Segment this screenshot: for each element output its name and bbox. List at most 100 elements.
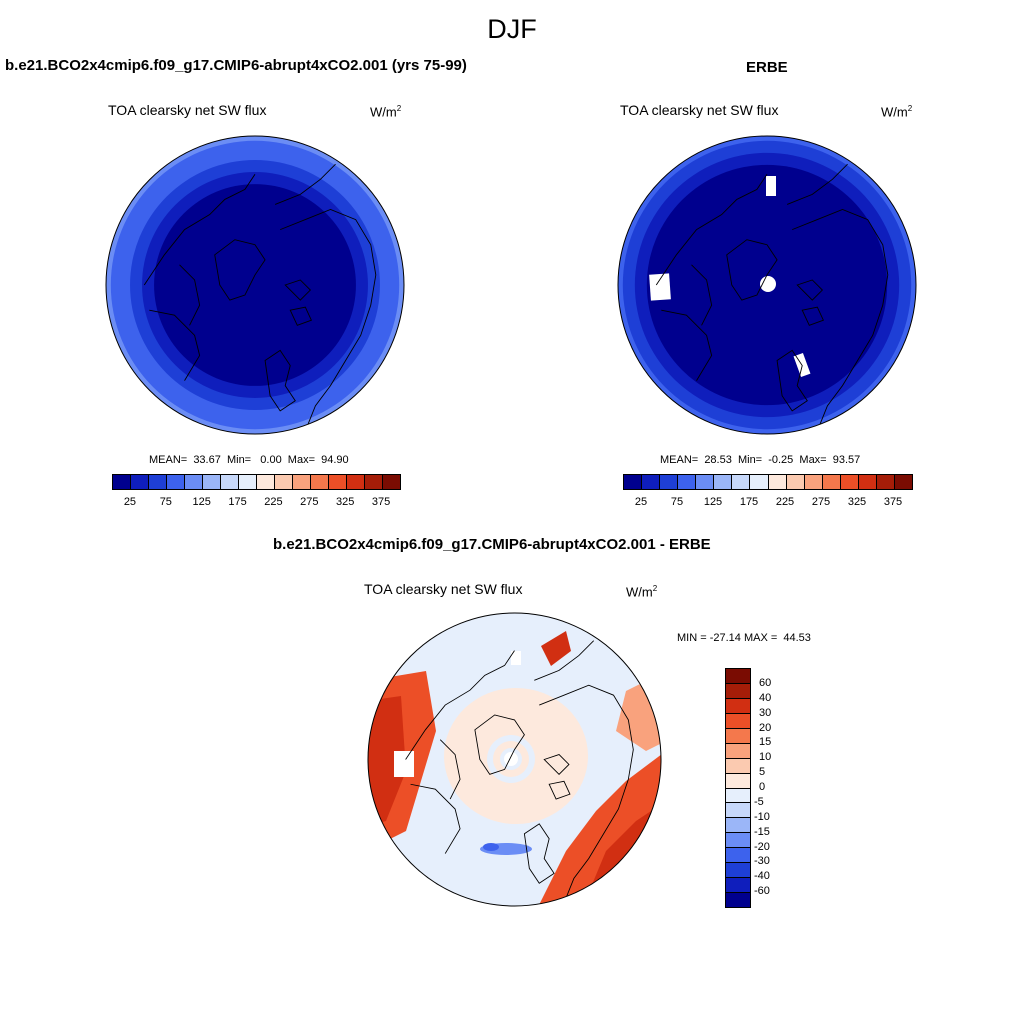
- map-border: [105, 135, 405, 435]
- colorbar-box: [714, 475, 733, 489]
- diff-units-label: W/m2: [626, 584, 658, 600]
- diff-field: [368, 696, 406, 826]
- colorbar-tick-label: 225: [775, 496, 795, 508]
- colorbar-tick-label: 275: [300, 496, 319, 508]
- diff-colorbar-ticks: 60 40 30 20 15 10 5 0 -5 -10 -15 -20 -30 -40 -60: [754, 668, 799, 906]
- colorbar-box: [293, 475, 311, 489]
- colorbar-tick-label: 325: [847, 496, 867, 508]
- colorbar-tick-label: 40: [759, 691, 772, 704]
- missing-data-patch: [504, 752, 518, 766]
- colorbar-box: [858, 475, 877, 489]
- colorbar-box: [383, 475, 400, 489]
- colorbar-box: [894, 475, 912, 489]
- colorbar-box: [804, 475, 823, 489]
- field-ring: [154, 184, 356, 386]
- colorbar-box: [726, 893, 750, 907]
- coastline-path: [474, 714, 525, 775]
- colorbar-box: [726, 728, 750, 744]
- right-stats: MEAN= 28.53 Min= -0.25 Max= 93.57: [660, 454, 861, 466]
- colorbar-box: [185, 475, 203, 489]
- colorbar-tick-label: 75: [159, 496, 172, 508]
- colorbar-box: [726, 773, 750, 789]
- colorbar-box: [167, 475, 185, 489]
- colorbar-box: [113, 475, 131, 489]
- colorbar-box: [726, 848, 750, 864]
- coastline-path: [143, 174, 256, 381]
- colorbar-box: [726, 743, 750, 759]
- colorbar-box: [726, 698, 750, 714]
- colorbar-box: [275, 475, 293, 489]
- colorbar-box: [624, 475, 643, 489]
- left-panel-title: b.e21.BCO2x4cmip6.f09_g17.CMIP6-abrupt4x…: [5, 57, 467, 74]
- coastlines: [143, 163, 377, 432]
- coastline-path: [786, 163, 889, 432]
- left-stats: MEAN= 33.67 Min= 0.00 Max= 94.90: [149, 454, 349, 466]
- colorbar-box: [726, 833, 750, 849]
- colorbar-tick-label: 25: [123, 496, 137, 508]
- diff-colorbar: [725, 668, 751, 908]
- colorbar-box: [750, 475, 769, 489]
- colorbar-box: [726, 803, 750, 819]
- colorbar-tick-label: 175: [739, 496, 759, 508]
- colorbar-box: [365, 475, 383, 489]
- colorbar-tick-label: -5: [754, 795, 764, 808]
- left-polar-map: [105, 135, 405, 435]
- colorbar-box: [726, 788, 750, 804]
- map-border: [617, 135, 917, 435]
- coastline-path: [655, 174, 768, 381]
- colorbar-box: [696, 475, 715, 489]
- right-panel-title: ERBE: [746, 59, 788, 76]
- coastline-path: [214, 239, 266, 301]
- colorbar-box: [822, 475, 841, 489]
- colorbar-box: [726, 818, 750, 834]
- colorbar-box: [329, 475, 347, 489]
- diff-field: [541, 631, 571, 666]
- colorbar-tick-label: 275: [811, 496, 831, 508]
- colorbar-box: [239, 475, 257, 489]
- colorbar-tick-label: 10: [759, 751, 772, 764]
- colorbar-tick-label: 25: [634, 496, 648, 508]
- colorbar-tick-label: 20: [759, 721, 772, 734]
- colorbar-box: [726, 863, 750, 879]
- colorbar-box: [726, 683, 750, 699]
- colorbar-box: [149, 475, 167, 489]
- colorbar-box: [726, 669, 750, 684]
- missing-data-patch: [649, 273, 671, 301]
- colorbar-box: [726, 713, 750, 729]
- colorbar-tick-label: 125: [192, 496, 211, 508]
- coastline-path: [523, 823, 555, 884]
- colorbar-tick-label: -20: [754, 840, 770, 853]
- coastlines: [405, 640, 634, 904]
- colorbar-box: [732, 475, 751, 489]
- colorbar-box: [203, 475, 221, 489]
- colorbar-box: [221, 475, 239, 489]
- right-colorbar-ticks: 25 75 125 175 225 275 325 375: [623, 496, 911, 510]
- coastline-path: [796, 279, 824, 326]
- colorbar-tick-label: 75: [670, 496, 684, 508]
- coastline-path: [534, 640, 634, 904]
- diff-polar-map: [367, 612, 662, 907]
- colorbar-box: [678, 475, 697, 489]
- colorbar-tick-label: 15: [759, 736, 772, 749]
- colorbar-tick-label: 375: [371, 496, 391, 508]
- colorbar-tick-label: -15: [754, 825, 770, 838]
- coastline-path: [264, 349, 296, 412]
- right-colorbar: [623, 474, 913, 490]
- colorbar-tick-label: 375: [883, 496, 903, 508]
- colorbar-box: [840, 475, 859, 489]
- colorbar-tick-label: -30: [754, 855, 770, 868]
- season-title: DJF: [487, 14, 537, 44]
- colorbar-box: [876, 475, 895, 489]
- right-units-label: W/m2: [881, 104, 913, 120]
- colorbar-box: [311, 475, 329, 489]
- colorbar-box: [131, 475, 149, 489]
- colorbar-tick-label: -40: [754, 870, 770, 883]
- left-units-label: W/m2: [370, 104, 402, 120]
- missing-data-patch: [766, 176, 776, 196]
- right-variable-label: TOA clearsky net SW flux: [620, 102, 779, 118]
- coastline-path: [284, 279, 312, 326]
- colorbar-tick-label: -60: [754, 885, 770, 898]
- right-polar-map: [617, 135, 917, 435]
- colorbar-box: [768, 475, 787, 489]
- colorbar-tick-label: 5: [759, 766, 766, 779]
